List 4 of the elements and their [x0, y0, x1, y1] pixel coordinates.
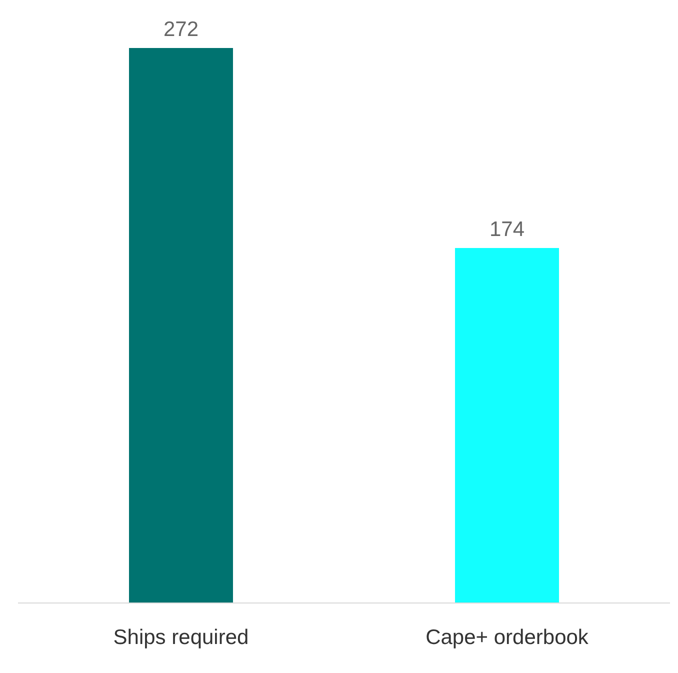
x-tick-label: Ships required [113, 626, 249, 649]
data-label: 272 [163, 18, 199, 41]
x-tick-label: Cape+ orderbook [426, 626, 589, 649]
data-label: 174 [489, 218, 525, 241]
